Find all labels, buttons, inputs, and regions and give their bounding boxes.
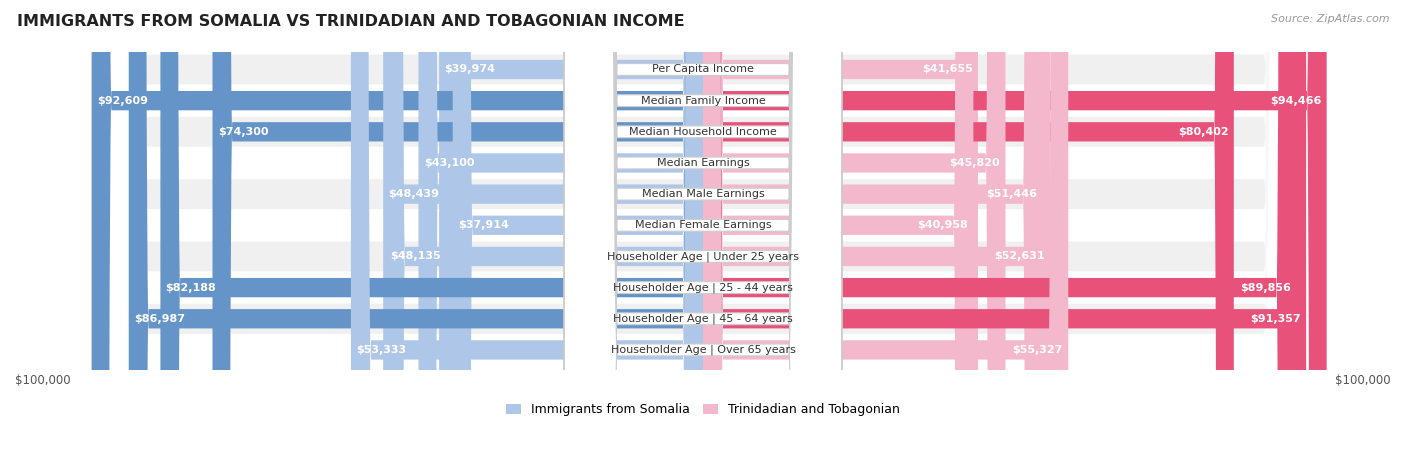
Text: $86,987: $86,987 — [134, 314, 186, 324]
FancyBboxPatch shape — [703, 0, 1306, 467]
FancyBboxPatch shape — [129, 0, 703, 467]
Text: $89,856: $89,856 — [1240, 283, 1291, 293]
FancyBboxPatch shape — [42, 0, 1364, 467]
Text: $51,446: $51,446 — [987, 189, 1038, 199]
Text: $48,439: $48,439 — [388, 189, 440, 199]
FancyBboxPatch shape — [564, 0, 842, 467]
FancyBboxPatch shape — [564, 0, 842, 467]
FancyBboxPatch shape — [384, 0, 703, 467]
Text: Per Capita Income: Per Capita Income — [652, 64, 754, 75]
Text: $45,820: $45,820 — [949, 158, 1000, 168]
FancyBboxPatch shape — [42, 0, 1364, 467]
Text: IMMIGRANTS FROM SOMALIA VS TRINIDADIAN AND TOBAGONIAN INCOME: IMMIGRANTS FROM SOMALIA VS TRINIDADIAN A… — [17, 14, 685, 29]
Text: $40,958: $40,958 — [917, 220, 969, 230]
FancyBboxPatch shape — [419, 0, 703, 467]
Text: $53,333: $53,333 — [356, 345, 406, 355]
FancyBboxPatch shape — [42, 0, 1364, 467]
Text: Median Household Income: Median Household Income — [628, 127, 778, 137]
Text: Householder Age | Over 65 years: Householder Age | Over 65 years — [610, 345, 796, 355]
FancyBboxPatch shape — [352, 0, 703, 467]
FancyBboxPatch shape — [703, 0, 1069, 467]
FancyBboxPatch shape — [564, 0, 842, 467]
FancyBboxPatch shape — [42, 0, 1364, 467]
Text: $52,631: $52,631 — [994, 251, 1045, 262]
FancyBboxPatch shape — [703, 0, 973, 467]
FancyBboxPatch shape — [564, 0, 842, 467]
Text: Median Earnings: Median Earnings — [657, 158, 749, 168]
FancyBboxPatch shape — [564, 0, 842, 467]
FancyBboxPatch shape — [42, 0, 1364, 467]
FancyBboxPatch shape — [42, 0, 1364, 467]
Text: $91,357: $91,357 — [1250, 314, 1301, 324]
FancyBboxPatch shape — [42, 0, 1364, 467]
FancyBboxPatch shape — [385, 0, 703, 467]
FancyBboxPatch shape — [703, 0, 1005, 467]
FancyBboxPatch shape — [564, 0, 842, 467]
Text: $39,974: $39,974 — [444, 64, 495, 75]
FancyBboxPatch shape — [703, 0, 1234, 467]
FancyBboxPatch shape — [453, 0, 703, 467]
FancyBboxPatch shape — [564, 0, 842, 467]
FancyBboxPatch shape — [564, 0, 842, 467]
FancyBboxPatch shape — [42, 0, 1364, 467]
Text: Median Family Income: Median Family Income — [641, 96, 765, 106]
Text: $82,188: $82,188 — [166, 283, 217, 293]
Text: Householder Age | 25 - 44 years: Householder Age | 25 - 44 years — [613, 283, 793, 293]
FancyBboxPatch shape — [703, 0, 979, 467]
Text: $37,914: $37,914 — [458, 220, 509, 230]
Legend: Immigrants from Somalia, Trinidadian and Tobagonian: Immigrants from Somalia, Trinidadian and… — [502, 398, 904, 421]
Text: $41,655: $41,655 — [922, 64, 973, 75]
FancyBboxPatch shape — [564, 0, 842, 467]
FancyBboxPatch shape — [42, 0, 1364, 467]
FancyBboxPatch shape — [439, 0, 703, 467]
FancyBboxPatch shape — [703, 0, 1327, 467]
Text: Source: ZipAtlas.com: Source: ZipAtlas.com — [1271, 14, 1389, 24]
Text: $92,609: $92,609 — [97, 96, 148, 106]
Text: Median Male Earnings: Median Male Earnings — [641, 189, 765, 199]
FancyBboxPatch shape — [703, 0, 1050, 467]
Text: $55,327: $55,327 — [1012, 345, 1063, 355]
Text: $94,466: $94,466 — [1270, 96, 1322, 106]
Text: $43,100: $43,100 — [423, 158, 474, 168]
Text: Householder Age | 45 - 64 years: Householder Age | 45 - 64 years — [613, 313, 793, 324]
FancyBboxPatch shape — [160, 0, 703, 467]
Text: Median Female Earnings: Median Female Earnings — [634, 220, 772, 230]
FancyBboxPatch shape — [42, 0, 1364, 467]
Text: $48,135: $48,135 — [391, 251, 441, 262]
FancyBboxPatch shape — [703, 0, 1043, 467]
FancyBboxPatch shape — [703, 0, 1296, 467]
Text: $80,402: $80,402 — [1178, 127, 1229, 137]
FancyBboxPatch shape — [91, 0, 703, 467]
Text: Householder Age | Under 25 years: Householder Age | Under 25 years — [607, 251, 799, 262]
Text: $74,300: $74,300 — [218, 127, 269, 137]
FancyBboxPatch shape — [564, 0, 842, 467]
FancyBboxPatch shape — [212, 0, 703, 467]
